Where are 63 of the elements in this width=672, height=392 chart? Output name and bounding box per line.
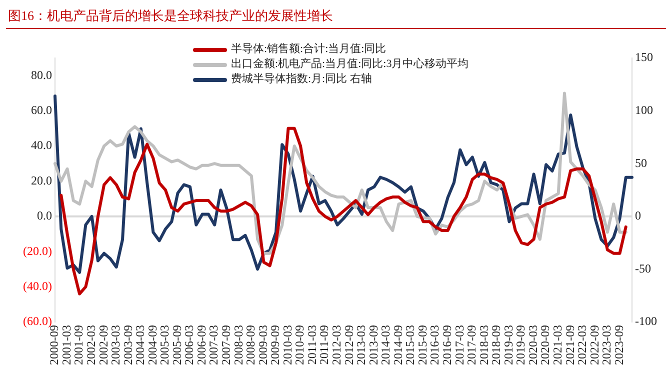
x-tick-label: 2004-09 bbox=[145, 325, 160, 366]
x-tick-label: 2016-09 bbox=[440, 325, 454, 366]
x-tick-label: 2014-03 bbox=[378, 325, 393, 366]
y2-tick-label: -100 bbox=[635, 314, 658, 328]
y2-tick-label: 50 bbox=[635, 156, 648, 170]
x-tick-label: 2019-03 bbox=[501, 325, 516, 366]
y2-tick-label: -50 bbox=[635, 261, 652, 276]
x-tick-label: 2015-03 bbox=[403, 325, 418, 366]
x-tick-label: 2010-09 bbox=[292, 325, 307, 366]
x-tick-label: 2008-03 bbox=[231, 325, 246, 366]
x-tick-label: 2012-09 bbox=[342, 325, 356, 366]
x-tick-label: 2009-03 bbox=[256, 325, 270, 366]
x-tick-label: 2022-09 bbox=[587, 325, 602, 366]
x-tick-label: 2019-09 bbox=[514, 325, 528, 366]
x-tick-label: 2016-03 bbox=[428, 325, 442, 366]
x-tick-label: 2005-09 bbox=[170, 325, 184, 366]
legend-label: 半导体:销售额:合计:当月值:同比 bbox=[231, 42, 386, 57]
x-tick-label: 2014-09 bbox=[390, 325, 405, 366]
x-tick-label: 2021-03 bbox=[550, 325, 564, 366]
x-tick-label: 2003-03 bbox=[108, 325, 123, 366]
x-tick-label: 2020-03 bbox=[526, 325, 540, 366]
y2-tick-label: 100 bbox=[635, 102, 654, 117]
x-tick-label: 2007-03 bbox=[206, 325, 221, 366]
x-tick-label: 2012-03 bbox=[330, 325, 344, 366]
x-tick-label: 2006-09 bbox=[194, 325, 208, 366]
x-tick-label: 2013-03 bbox=[354, 325, 368, 366]
chart-title: 图16：机电产品背后的增长是全球科技产业的发展性增长 bbox=[8, 7, 333, 25]
legend-label: 费城半导体指数:月:同比 右轴 bbox=[231, 72, 372, 87]
x-tick-label: 2007-09 bbox=[219, 325, 234, 366]
x-tick-label: 2008-09 bbox=[244, 325, 258, 366]
x-tick-label: 2005-03 bbox=[158, 325, 172, 366]
y-tick-label: 20.0 bbox=[30, 173, 52, 188]
legend-label: 出口金额:机电产品:当月值:同比:3月中心移动平均 bbox=[231, 57, 469, 72]
x-tick-label: 2011-09 bbox=[317, 325, 332, 365]
x-tick-label: 2011-03 bbox=[304, 325, 319, 365]
y-tick-label: 60.0 bbox=[30, 102, 52, 117]
x-tick-label: 2020-09 bbox=[538, 325, 552, 366]
x-tick-label: 2018-03 bbox=[476, 325, 491, 366]
y-tick-label: (20.0) bbox=[22, 244, 52, 258]
x-tick-label: 2023-03 bbox=[600, 325, 614, 366]
y-tick-label: 0.0 bbox=[36, 208, 52, 223]
x-tick-label: 2006-03 bbox=[182, 325, 196, 366]
x-tick-label: 2021-09 bbox=[562, 325, 577, 366]
x-tick-label: 2023-09 bbox=[612, 325, 626, 366]
x-tick-label: 2017-09 bbox=[464, 325, 479, 366]
x-tick-label: 2001-09 bbox=[72, 325, 86, 366]
x-tick-label: 2013-09 bbox=[366, 325, 380, 366]
x-tick-label: 2004-03 bbox=[133, 325, 148, 366]
x-tick-label: 2010-03 bbox=[280, 325, 294, 366]
y-tick-label: 80.0 bbox=[30, 68, 52, 82]
x-tick-label: 2003-09 bbox=[120, 325, 135, 366]
x-tick-label: 2018-09 bbox=[489, 325, 504, 366]
x-tick-label: 2009-09 bbox=[268, 325, 282, 366]
x-tick-label: 2002-09 bbox=[96, 325, 110, 366]
x-tick-label: 2015-09 bbox=[415, 325, 430, 366]
x-tick-label: 2002-03 bbox=[84, 325, 98, 366]
x-tick-label: 2022-03 bbox=[575, 325, 590, 366]
y-tick-label: 40.0 bbox=[30, 138, 52, 152]
y2-tick-label: 150 bbox=[635, 50, 654, 64]
x-tick-label: 2001-03 bbox=[59, 325, 74, 366]
y2-tick-label: 0 bbox=[635, 208, 642, 223]
y-tick-label: (40.0) bbox=[22, 278, 52, 293]
x-tick-label: 2017-03 bbox=[452, 325, 466, 366]
